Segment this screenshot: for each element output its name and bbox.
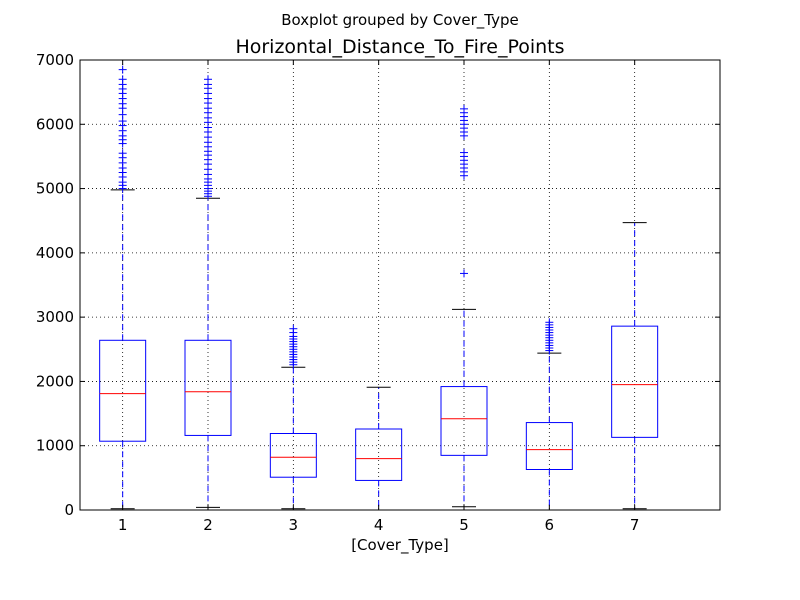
iqr-box	[525, 422, 573, 471]
x-tick-label: 7	[630, 516, 640, 534]
y-tick-label: 3000	[36, 308, 74, 326]
x-axis-label: [Cover_Type]	[351, 536, 449, 555]
x-tick-label: 5	[459, 516, 469, 534]
flier-point	[118, 75, 127, 84]
box-group-3	[269, 324, 317, 510]
iqr-box	[611, 325, 659, 438]
flier-point	[118, 149, 127, 158]
iqr-box	[269, 433, 317, 478]
y-tick-label: 5000	[36, 180, 74, 198]
x-tick-label: 6	[545, 516, 555, 534]
iqr-box	[184, 339, 232, 436]
flier-point	[460, 148, 468, 157]
box-group-5	[440, 104, 488, 508]
x-tick-label: 4	[374, 516, 384, 534]
y-tick-label: 2000	[36, 372, 74, 390]
axis-ticks: 0 1000 2000 3000 4000 5000 6000 7000 1 2 3 4 5 6 7	[36, 51, 720, 534]
x-tick-label: 3	[289, 516, 299, 534]
flier-point	[118, 65, 127, 74]
flier-point	[204, 75, 212, 84]
flier-point	[460, 104, 468, 113]
iqr-box	[440, 386, 488, 456]
flier-point	[545, 318, 554, 327]
y-tick-label: 1000	[36, 437, 74, 455]
flier-point	[289, 324, 298, 333]
iqr-box	[99, 339, 147, 442]
iqr-box	[355, 428, 403, 481]
axes-frame	[79, 59, 721, 511]
y-tick-label: 4000	[36, 244, 74, 262]
y-tick-label: 6000	[36, 115, 74, 133]
y-tick-label: 7000	[36, 51, 74, 69]
chart-title: Horizontal_Distance_To_Fire_Points	[235, 36, 564, 58]
chart-suptitle: Boxplot grouped by Cover_Type	[281, 11, 519, 30]
x-tick-label: 1	[118, 516, 128, 534]
box-group-2	[184, 75, 232, 508]
y-tick-label: 0	[64, 501, 74, 519]
x-tick-label: 2	[203, 516, 213, 534]
flier-point	[460, 269, 468, 278]
box-group-7	[611, 222, 659, 510]
